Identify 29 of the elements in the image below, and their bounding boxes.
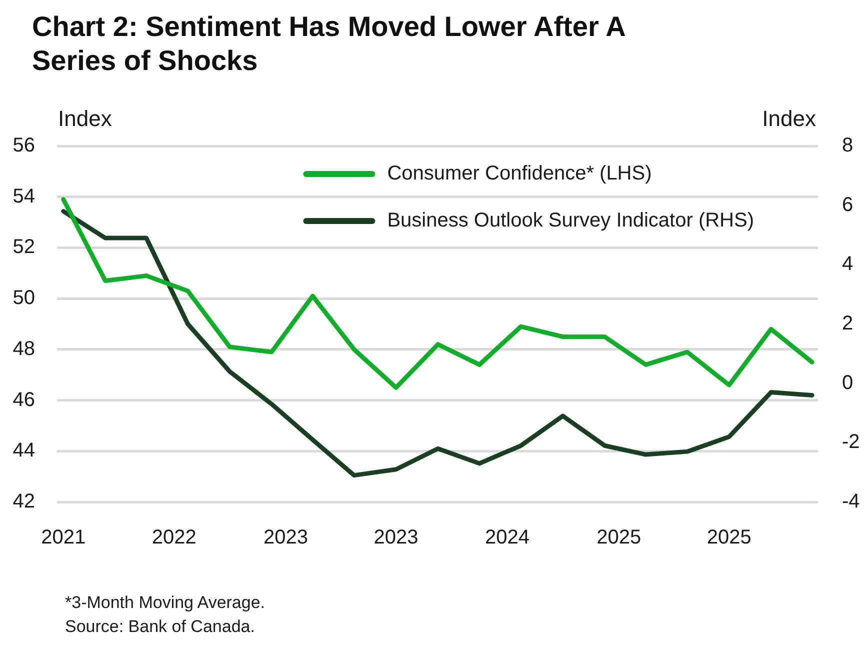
- y2-tick-label: -4: [842, 490, 860, 513]
- text: *3-Month Moving Average.: [65, 592, 266, 614]
- y-tick-label: 52: [12, 236, 35, 258]
- y-tick-label: 42: [12, 490, 35, 513]
- y2-axis-title: Index: [762, 106, 816, 132]
- y-tick-label: 46: [12, 388, 35, 411]
- y2-tick-label: 8: [842, 134, 854, 157]
- y-tick-label: 50: [12, 287, 35, 310]
- legend-label: Business Outlook Survey Indicator (RHS): [387, 210, 754, 232]
- x-tick-label: 2021: [41, 526, 86, 549]
- y2-tick-label: 0: [842, 372, 854, 394]
- y-tick-label: 48: [12, 338, 35, 360]
- x-tick-label: 2025: [706, 526, 752, 549]
- y2-tick-label: 6: [842, 194, 854, 216]
- y-tick-label: 44: [12, 440, 35, 462]
- y-axis-title: Index: [58, 106, 112, 132]
- x-tick-label: 2022: [152, 526, 196, 549]
- x-tick-label: 2023: [374, 526, 418, 549]
- x-tick-label: 2023: [264, 526, 308, 549]
- legend-label: Consumer Confidence* (LHS): [387, 162, 652, 185]
- y2-tick-label: 2: [842, 312, 854, 335]
- source-note: Source: Bank of Canada.: [65, 616, 256, 638]
- y2-tick-label: 4: [842, 253, 854, 276]
- y2-tick-label: -2: [842, 431, 860, 454]
- y-tick-label: 56: [12, 134, 35, 157]
- x-tick-label: 2025: [596, 526, 642, 549]
- chart-title: Chart 2: Sentiment Has Moved Lower After A Series of Shocks: [32, 10, 626, 78]
- y-tick-label: 54: [12, 185, 35, 208]
- x-tick-label: 2024: [484, 526, 530, 549]
